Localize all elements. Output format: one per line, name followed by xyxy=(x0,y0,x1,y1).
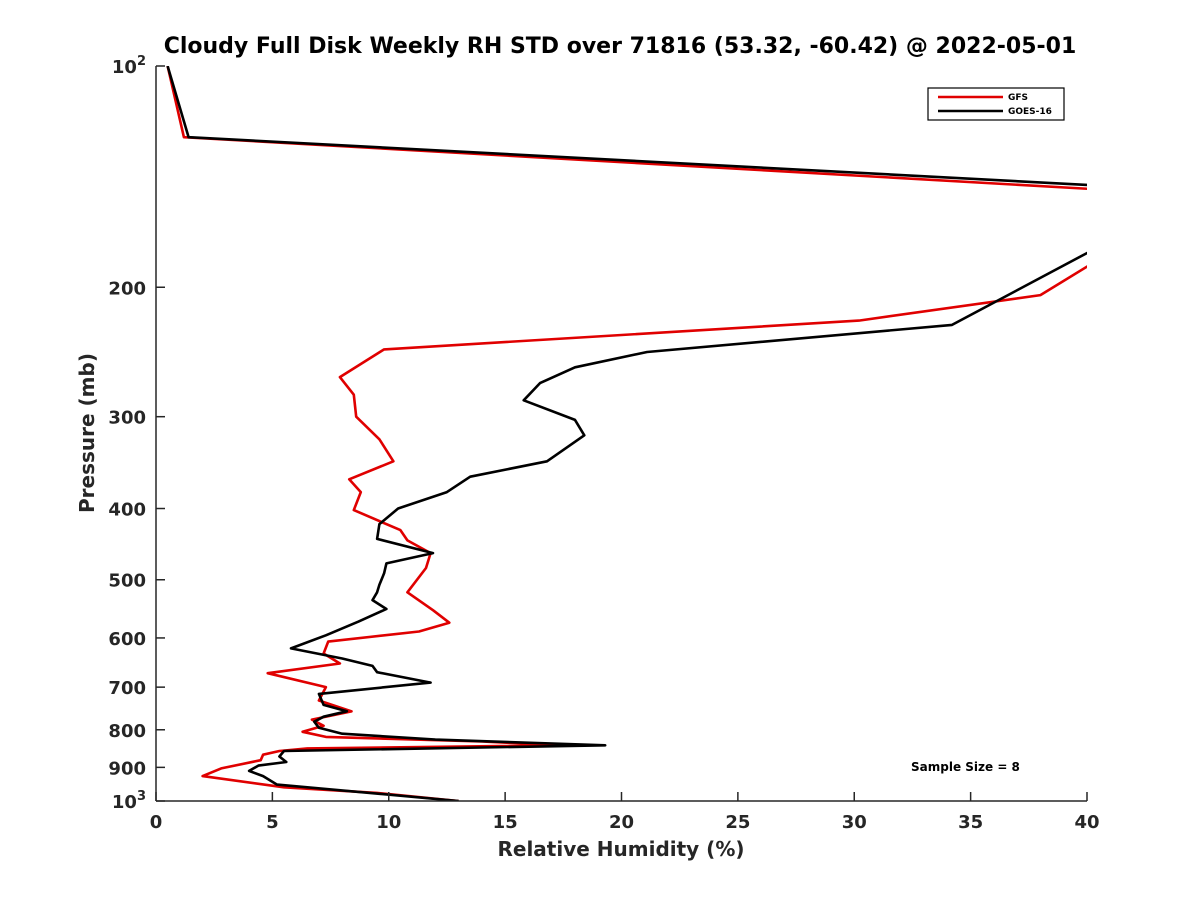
x-tick-label: 40 xyxy=(1074,812,1099,833)
y-tick-label: 700 xyxy=(108,678,146,699)
y-tick-label: 300 xyxy=(108,408,146,429)
sample-size-annotation: Sample Size = 8 xyxy=(911,760,1020,774)
y-tick-label: 103 xyxy=(112,789,146,813)
y-ticks: 102 200 300 400 500 600 700 800 900 103 xyxy=(108,54,165,813)
x-tick-label: 35 xyxy=(958,812,983,833)
x-tick-label: 5 xyxy=(266,812,279,833)
y-tick-label: 500 xyxy=(108,571,146,592)
legend: GFS GOES-16 xyxy=(927,87,1065,121)
y-tick-label: 102 xyxy=(112,54,146,78)
x-tick-label: 15 xyxy=(493,812,518,833)
x-tick-label: 0 xyxy=(150,812,163,833)
x-axis-label: Relative Humidity (%) xyxy=(497,837,744,861)
legend-label-gfs: GFS xyxy=(1008,93,1028,103)
y-tick-label: 200 xyxy=(108,278,146,299)
series-line-goes16 xyxy=(166,66,1087,801)
series-group xyxy=(166,66,1087,801)
x-tick-label: 25 xyxy=(725,812,750,833)
y-tick-label: 900 xyxy=(108,758,146,779)
x-tick-label: 20 xyxy=(609,812,634,833)
x-ticks: 0 5 10 15 20 25 30 35 40 xyxy=(150,792,1100,833)
legend-label-goes16: GOES-16 xyxy=(1008,107,1052,117)
y-axis-label: Pressure (mb) xyxy=(75,353,99,513)
y-tick-label: 400 xyxy=(108,500,146,521)
chart-title: Cloudy Full Disk Weekly RH STD over 7181… xyxy=(164,34,1077,59)
x-tick-label: 30 xyxy=(842,812,867,833)
y-tick-label: 800 xyxy=(108,721,146,742)
legend-box xyxy=(927,87,1065,121)
y-tick-label: 600 xyxy=(108,629,146,650)
x-tick-label: 10 xyxy=(376,812,401,833)
